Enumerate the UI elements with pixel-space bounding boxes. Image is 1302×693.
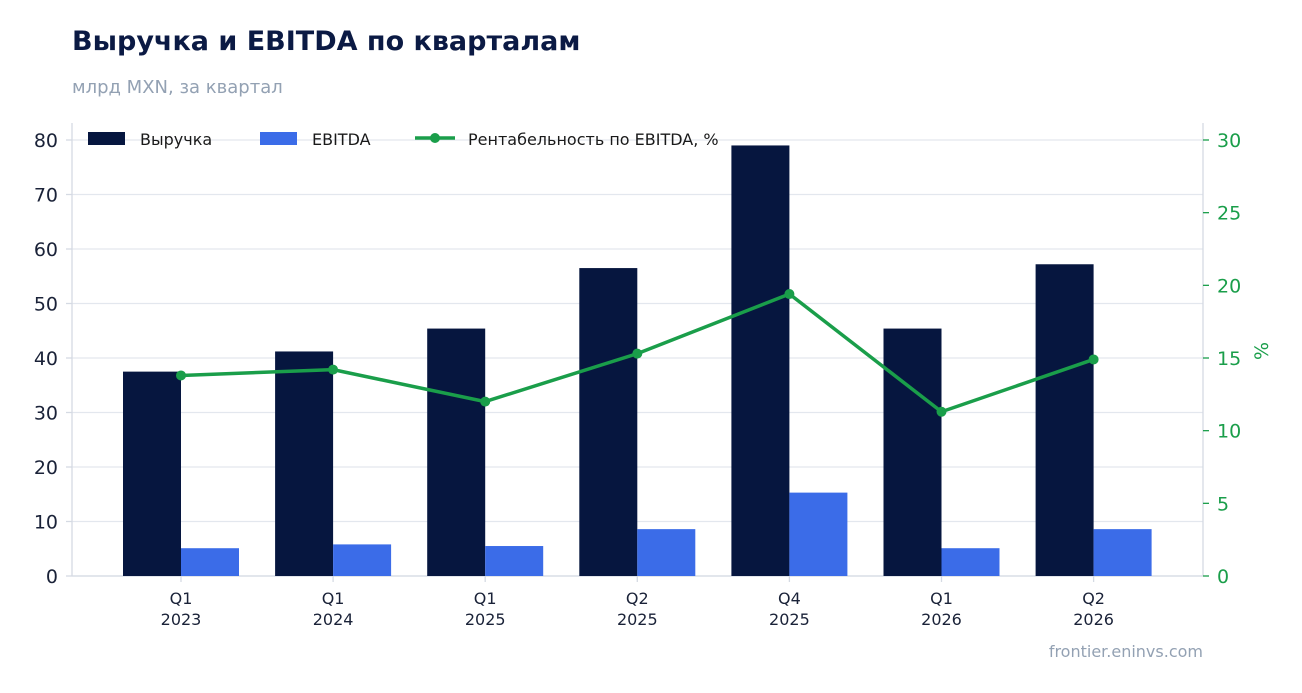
- margin-line: [176, 289, 1099, 417]
- source-credit: frontier.eninvs.com: [1048, 642, 1203, 661]
- legend: Выручка EBITDA Рентабельность по EBITDA,…: [88, 130, 719, 149]
- bar-ebitda-2: [485, 546, 544, 576]
- x-tick-label-year-1: 2024: [313, 610, 354, 629]
- bar-revenue-0: [123, 371, 181, 576]
- legend-label-revenue: Выручка: [140, 130, 212, 149]
- y2-tick-label-25: 25: [1217, 203, 1241, 225]
- x-tick-label-year-0: 2023: [161, 610, 202, 629]
- y2-tick-label-5: 5: [1217, 493, 1229, 515]
- y-tick-label-50: 50: [34, 294, 58, 316]
- y-tick-label-10: 10: [34, 512, 58, 534]
- margin-point-5: [936, 406, 947, 417]
- y-tick-label-60: 60: [34, 239, 58, 261]
- x-tick-label-quarter-1: Q1: [322, 589, 345, 608]
- x-tick-label-year-5: 2026: [921, 610, 962, 629]
- y-tick-label-70: 70: [34, 185, 58, 207]
- y2-tick-label-20: 20: [1217, 275, 1241, 297]
- legend-swatch-ebitda: [260, 132, 297, 145]
- x-tick-label-quarter-0: Q1: [170, 589, 193, 608]
- y2-tick-label-0: 0: [1217, 566, 1229, 588]
- x-tick-label-year-4: 2025: [769, 610, 810, 629]
- y2-tick-label-10: 10: [1217, 421, 1241, 443]
- bar-revenue-2: [427, 328, 486, 576]
- bar-ebitda-5: [941, 548, 1000, 576]
- margin-point-1: [328, 364, 339, 375]
- x-tick-label-quarter-3: Q2: [626, 589, 649, 608]
- tick-labels: 01020304050607080051015202530Q12023Q1202…: [34, 130, 1241, 629]
- legend-label-ebitda: EBITDA: [312, 130, 371, 149]
- bar-revenue-4: [731, 145, 790, 576]
- y2-tick-label-15: 15: [1217, 348, 1241, 370]
- margin-point-0: [176, 370, 186, 381]
- x-tick-label-year-6: 2026: [1073, 610, 1114, 629]
- legend-swatch-margin-marker: [430, 133, 440, 143]
- y-tick-label-80: 80: [34, 130, 58, 152]
- x-tick-label-quarter-5: Q1: [930, 589, 953, 608]
- bar-ebitda-3: [637, 529, 696, 576]
- y-tick-label-40: 40: [34, 348, 58, 370]
- bars: [123, 145, 1152, 576]
- chart-title: Выручка и EBITDA по кварталам: [72, 26, 581, 57]
- y-tick-label-0: 0: [46, 566, 58, 588]
- bar-revenue-3: [579, 268, 638, 576]
- bar-ebitda-0: [181, 548, 239, 576]
- bar-revenue-1: [275, 351, 334, 576]
- x-tick-label-year-2: 2025: [465, 610, 506, 629]
- margin-point-6: [1088, 354, 1099, 365]
- x-tick-label-quarter-2: Q1: [474, 589, 497, 608]
- margin-point-2: [480, 396, 491, 407]
- bar-ebitda-6: [1093, 529, 1152, 576]
- margin-point-4: [784, 289, 795, 300]
- bar-revenue-6: [1035, 264, 1094, 576]
- margin-point-3: [632, 348, 643, 359]
- legend-label-margin: Рентабельность по EBITDA, %: [468, 130, 719, 149]
- x-tick-label-year-3: 2025: [617, 610, 658, 629]
- y2-tick-label-30: 30: [1217, 130, 1241, 152]
- x-tick-label-quarter-4: Q4: [778, 589, 801, 608]
- bar-revenue-5: [883, 328, 942, 576]
- bar-ebitda-1: [333, 544, 392, 576]
- chart-subtitle: млрд MXN, за квартал: [72, 77, 283, 98]
- legend-swatch-revenue: [88, 132, 125, 145]
- y-tick-label-30: 30: [34, 403, 58, 425]
- x-tick-label-quarter-6: Q2: [1082, 589, 1105, 608]
- y-tick-label-20: 20: [34, 457, 58, 479]
- bar-ebitda-4: [789, 492, 848, 576]
- y2-axis-label: %: [1251, 342, 1273, 360]
